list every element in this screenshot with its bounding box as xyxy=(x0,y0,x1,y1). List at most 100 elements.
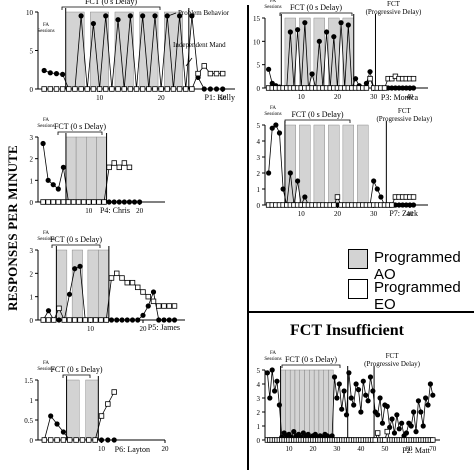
data-point-problem-behavior xyxy=(77,263,83,269)
data-point-problem-behavior xyxy=(150,289,157,295)
data-point-problem-behavior xyxy=(50,182,56,188)
phase-label-fa: FA xyxy=(43,361,49,366)
annotation-arrow xyxy=(167,12,177,17)
participant-label: P6: Layton xyxy=(115,445,150,454)
y-tick-label: 15 xyxy=(253,15,261,23)
data-point-problem-behavior xyxy=(66,291,73,297)
data-point-problem-behavior xyxy=(111,199,117,205)
data-point-problem-behavior xyxy=(129,317,136,323)
participant-label: P4: Chris xyxy=(100,206,130,215)
data-point-problem-behavior xyxy=(408,423,414,429)
data-point-independent-mand xyxy=(108,275,115,281)
data-point-problem-behavior xyxy=(355,387,362,393)
x-tick-label: 20 xyxy=(334,210,342,218)
x-tick-label: 10 xyxy=(298,210,306,218)
ao-band xyxy=(318,369,324,441)
y-tick-label: 1 xyxy=(257,186,261,194)
data-point-problem-behavior xyxy=(271,388,278,394)
data-point-problem-behavior xyxy=(413,429,419,435)
data-point-independent-mand xyxy=(363,85,370,91)
data-point-problem-behavior xyxy=(425,402,431,408)
data-point-independent-mand xyxy=(410,194,417,200)
phase-bracket xyxy=(284,119,351,123)
y-tick-label: 0 xyxy=(257,437,261,445)
y-tick-label: 4 xyxy=(257,138,261,146)
phase-label-fa: FA xyxy=(270,0,276,4)
data-point-problem-behavior xyxy=(171,317,178,323)
data-point-problem-behavior xyxy=(348,395,354,401)
data-point-problem-behavior xyxy=(360,378,366,384)
phase-label-fct: FCT (0 s Delay) xyxy=(85,0,137,6)
data-point-problem-behavior xyxy=(276,130,283,136)
data-point-problem-behavior xyxy=(60,71,66,77)
data-point-problem-behavior xyxy=(396,426,402,432)
phase-label-progressive: (Progressive Delay) xyxy=(376,115,432,123)
x-tick-label: 10 xyxy=(87,325,95,333)
data-point-independent-mand xyxy=(189,86,195,92)
data-point-problem-behavior xyxy=(379,420,386,426)
data-point-problem-behavior xyxy=(108,317,115,323)
data-point-independent-mand xyxy=(72,317,78,323)
data-point-independent-mand xyxy=(41,437,48,443)
data-point-problem-behavior xyxy=(48,413,54,419)
data-point-problem-behavior xyxy=(287,29,293,35)
data-point-problem-behavior xyxy=(213,86,220,92)
data-point-independent-mand xyxy=(129,279,136,286)
ao-band xyxy=(299,369,305,441)
data-point-problem-behavior xyxy=(334,395,340,401)
phase-label-progressive: FCT xyxy=(398,107,412,115)
data-point-problem-behavior xyxy=(127,13,133,19)
annotation-problem-behavior: Problem Behavior xyxy=(178,9,230,17)
phase-label-fa: FA xyxy=(43,118,49,123)
data-point-problem-behavior xyxy=(152,13,158,19)
phase-label-fct: FCT (0 s Delay) xyxy=(50,235,102,244)
x-tick-label: 20 xyxy=(136,207,144,215)
data-point-independent-mand xyxy=(183,86,189,92)
ao-band xyxy=(284,124,296,206)
x-tick-label: 20 xyxy=(162,445,170,453)
data-point-independent-mand xyxy=(116,164,122,171)
data-point-problem-behavior xyxy=(346,370,352,376)
data-point-independent-mand xyxy=(60,199,67,205)
data-point-independent-mand xyxy=(170,86,177,92)
phase-label-progressive: (Progressive Delay) xyxy=(364,360,420,368)
phase-bracket xyxy=(61,6,161,10)
data-point-independent-mand xyxy=(121,160,128,166)
data-point-problem-behavior xyxy=(309,71,315,77)
data-point-problem-behavior xyxy=(60,429,66,435)
data-point-problem-behavior xyxy=(90,20,97,27)
data-point-problem-behavior xyxy=(423,395,429,401)
data-point-problem-behavior xyxy=(124,317,130,323)
ao-band xyxy=(304,369,310,441)
data-point-independent-mand xyxy=(93,317,99,323)
data-point-problem-behavior xyxy=(352,76,359,82)
data-point-independent-mand xyxy=(367,75,373,82)
y-tick-label: 5 xyxy=(257,62,261,70)
data-point-problem-behavior xyxy=(396,85,402,91)
annotation-independent-mand: Independent Mand xyxy=(173,41,226,49)
data-point-independent-mand xyxy=(219,70,226,77)
ao-band xyxy=(71,249,83,321)
data-point-problem-behavior xyxy=(345,22,351,28)
ao-band xyxy=(96,136,107,203)
phase-label-fct: FCT (0 s Delay) xyxy=(285,355,337,364)
data-point-problem-behavior xyxy=(365,398,371,404)
x-tick-label: 30 xyxy=(219,94,227,102)
data-point-independent-mand xyxy=(121,86,127,92)
data-point-independent-mand xyxy=(70,199,77,205)
phase-label-fa: Sessions xyxy=(37,29,54,34)
data-point-independent-mand xyxy=(111,389,117,395)
data-point-independent-mand xyxy=(55,199,62,205)
data-point-independent-mand xyxy=(119,275,125,281)
data-point-problem-behavior xyxy=(176,13,183,19)
data-point-problem-behavior xyxy=(418,409,424,415)
data-point-independent-mand xyxy=(389,202,395,208)
data-point-independent-mand xyxy=(59,86,66,92)
data-point-problem-behavior xyxy=(201,86,207,92)
data-point-problem-behavior xyxy=(295,27,301,33)
data-point-problem-behavior xyxy=(72,266,78,272)
x-tick-label: 10 xyxy=(96,94,104,102)
phase-bracket xyxy=(51,244,101,248)
